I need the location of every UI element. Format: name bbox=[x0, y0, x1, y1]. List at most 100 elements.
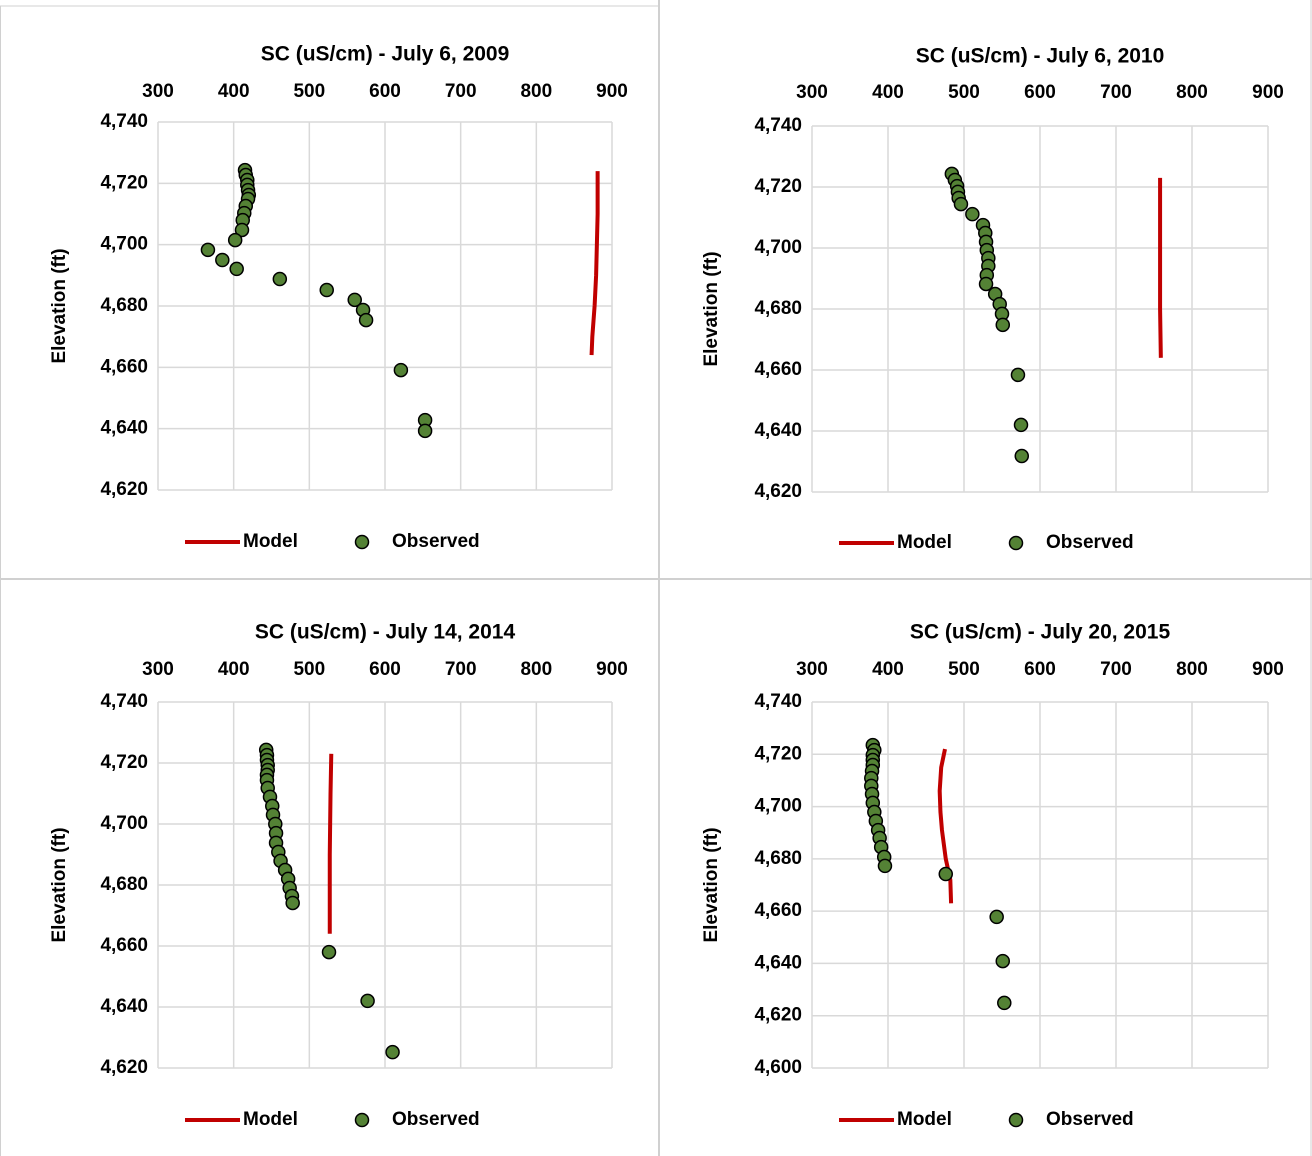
x-tick-label: 400 bbox=[218, 81, 250, 102]
y-tick-label: 4,720 bbox=[754, 743, 802, 764]
y-tick-label: 4,620 bbox=[754, 1005, 802, 1026]
y-tick-label: 4,680 bbox=[100, 295, 148, 316]
x-tick-label: 500 bbox=[293, 659, 325, 680]
legend-label: Observed bbox=[392, 1109, 480, 1130]
y-tick-label: 4,660 bbox=[100, 356, 148, 377]
x-tick-label: 700 bbox=[445, 659, 477, 680]
y-tick-label: 4,600 bbox=[754, 1057, 802, 1078]
observed-point bbox=[285, 895, 300, 911]
x-tick-label: 600 bbox=[1024, 82, 1056, 103]
legend-label: Model bbox=[897, 532, 952, 553]
y-tick-label: 4,740 bbox=[754, 691, 802, 712]
observed-point bbox=[989, 909, 1004, 925]
y-axis-label: Elevation (ft) bbox=[49, 827, 70, 942]
observed-point bbox=[1013, 417, 1029, 433]
y-tick-label: 4,720 bbox=[754, 176, 802, 197]
y-tick-label: 4,640 bbox=[754, 420, 802, 441]
observed-point bbox=[997, 995, 1012, 1011]
observed-point bbox=[417, 423, 433, 439]
y-tick-label: 4,700 bbox=[100, 234, 148, 255]
x-tick-label: 400 bbox=[872, 82, 904, 103]
observed-point bbox=[938, 866, 954, 882]
observed-point bbox=[953, 196, 969, 212]
legend-marker bbox=[1008, 1112, 1024, 1128]
y-tick-label: 4,740 bbox=[100, 691, 148, 712]
legend-marker bbox=[354, 534, 370, 550]
x-tick-label: 600 bbox=[1024, 659, 1056, 680]
chart-title: SC (uS/cm) - July 20, 2015 bbox=[910, 621, 1171, 644]
observed-point bbox=[995, 953, 1011, 969]
model-line bbox=[1158, 177, 1163, 358]
y-tick-label: 4,620 bbox=[100, 1057, 148, 1078]
x-tick-label: 500 bbox=[948, 659, 980, 680]
observed-point bbox=[215, 252, 230, 268]
observed-point bbox=[321, 944, 337, 960]
y-tick-label: 4,620 bbox=[100, 479, 148, 500]
y-axis-label: Elevation (ft) bbox=[49, 248, 70, 363]
y-tick-label: 4,660 bbox=[754, 359, 802, 380]
legend-marker bbox=[354, 1112, 370, 1128]
x-tick-label: 700 bbox=[1100, 659, 1132, 680]
observed-point bbox=[965, 206, 980, 222]
observed-point bbox=[319, 282, 334, 298]
observed-point bbox=[229, 261, 244, 277]
y-tick-label: 4,660 bbox=[754, 900, 802, 921]
observed-point bbox=[877, 858, 893, 874]
x-tick-label: 300 bbox=[796, 82, 828, 103]
x-tick-label: 800 bbox=[1176, 659, 1208, 680]
y-axis-label: Elevation (ft) bbox=[701, 251, 722, 366]
x-tick-label: 400 bbox=[872, 659, 904, 680]
observed-point bbox=[200, 242, 216, 258]
x-tick-label: 600 bbox=[369, 659, 401, 680]
x-tick-label: 700 bbox=[445, 81, 477, 102]
observed-point bbox=[1014, 448, 1030, 464]
observed-point bbox=[272, 271, 288, 287]
x-tick-label: 700 bbox=[1100, 82, 1132, 103]
y-tick-label: 4,640 bbox=[100, 996, 148, 1017]
observed-point bbox=[358, 312, 374, 328]
observed-point bbox=[227, 232, 243, 248]
y-tick-label: 4,640 bbox=[754, 952, 802, 973]
chart-title: SC (uS/cm) - July 6, 2010 bbox=[916, 45, 1165, 68]
x-tick-label: 900 bbox=[596, 81, 628, 102]
x-tick-label: 800 bbox=[520, 659, 552, 680]
y-tick-label: 4,720 bbox=[100, 752, 148, 773]
legend-label: Model bbox=[243, 531, 298, 552]
x-tick-label: 300 bbox=[796, 659, 828, 680]
legend-marker bbox=[1008, 535, 1024, 551]
y-tick-label: 4,640 bbox=[100, 418, 148, 439]
observed-point bbox=[360, 993, 375, 1009]
y-tick-label: 4,680 bbox=[754, 298, 802, 319]
legend-label: Observed bbox=[392, 531, 480, 552]
y-axis-label: Elevation (ft) bbox=[701, 827, 722, 942]
observed-point bbox=[385, 1044, 400, 1060]
x-tick-label: 800 bbox=[520, 81, 552, 102]
y-tick-label: 4,740 bbox=[100, 111, 148, 132]
x-tick-label: 600 bbox=[369, 81, 401, 102]
chart-title: SC (uS/cm) - July 14, 2014 bbox=[255, 621, 516, 644]
model-line bbox=[327, 753, 334, 934]
y-tick-label: 4,700 bbox=[754, 796, 802, 817]
x-tick-label: 900 bbox=[1252, 659, 1284, 680]
x-tick-label: 400 bbox=[218, 659, 250, 680]
y-tick-label: 4,700 bbox=[754, 237, 802, 258]
model-line bbox=[589, 171, 600, 356]
chart-title: SC (uS/cm) - July 6, 2009 bbox=[261, 43, 510, 66]
legend-label: Model bbox=[243, 1109, 298, 1130]
x-tick-label: 500 bbox=[293, 81, 325, 102]
y-tick-label: 4,680 bbox=[754, 848, 802, 869]
observed-point bbox=[393, 362, 409, 378]
legend-label: Model bbox=[897, 1109, 952, 1130]
y-tick-label: 4,740 bbox=[754, 115, 802, 136]
y-tick-label: 4,660 bbox=[100, 935, 148, 956]
observed-point bbox=[347, 292, 362, 308]
x-tick-label: 300 bbox=[142, 81, 174, 102]
legend-label: Observed bbox=[1046, 532, 1134, 553]
x-tick-label: 500 bbox=[948, 82, 980, 103]
x-tick-label: 900 bbox=[596, 659, 628, 680]
observed-point bbox=[1010, 367, 1026, 383]
y-tick-label: 4,680 bbox=[100, 874, 148, 895]
x-tick-label: 900 bbox=[1252, 82, 1284, 103]
